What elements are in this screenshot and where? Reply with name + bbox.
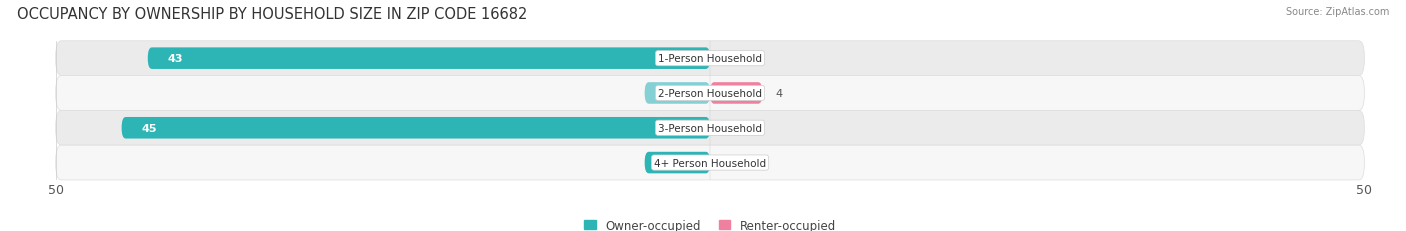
Legend: Owner-occupied, Renter-occupied: Owner-occupied, Renter-occupied (579, 214, 841, 231)
Text: 2-Person Household: 2-Person Household (658, 88, 762, 99)
FancyBboxPatch shape (56, 42, 1364, 76)
Text: Source: ZipAtlas.com: Source: ZipAtlas.com (1285, 7, 1389, 17)
FancyBboxPatch shape (56, 76, 1364, 111)
FancyBboxPatch shape (148, 48, 710, 70)
Text: 5: 5 (664, 158, 672, 168)
Text: 3-Person Household: 3-Person Household (658, 123, 762, 133)
FancyBboxPatch shape (122, 118, 710, 139)
FancyBboxPatch shape (644, 83, 710, 104)
Text: OCCUPANCY BY OWNERSHIP BY HOUSEHOLD SIZE IN ZIP CODE 16682: OCCUPANCY BY OWNERSHIP BY HOUSEHOLD SIZE… (17, 7, 527, 22)
FancyBboxPatch shape (56, 111, 1364, 146)
Text: 1-Person Household: 1-Person Household (658, 54, 762, 64)
Text: 0: 0 (690, 88, 697, 99)
FancyBboxPatch shape (710, 83, 762, 104)
Text: 0: 0 (723, 54, 730, 64)
FancyBboxPatch shape (644, 152, 710, 174)
FancyBboxPatch shape (56, 146, 1364, 180)
Text: 43: 43 (167, 54, 183, 64)
Text: 0: 0 (723, 123, 730, 133)
Text: 4: 4 (776, 88, 783, 99)
Text: 4+ Person Household: 4+ Person Household (654, 158, 766, 168)
Text: 45: 45 (141, 123, 156, 133)
Text: 0: 0 (723, 158, 730, 168)
